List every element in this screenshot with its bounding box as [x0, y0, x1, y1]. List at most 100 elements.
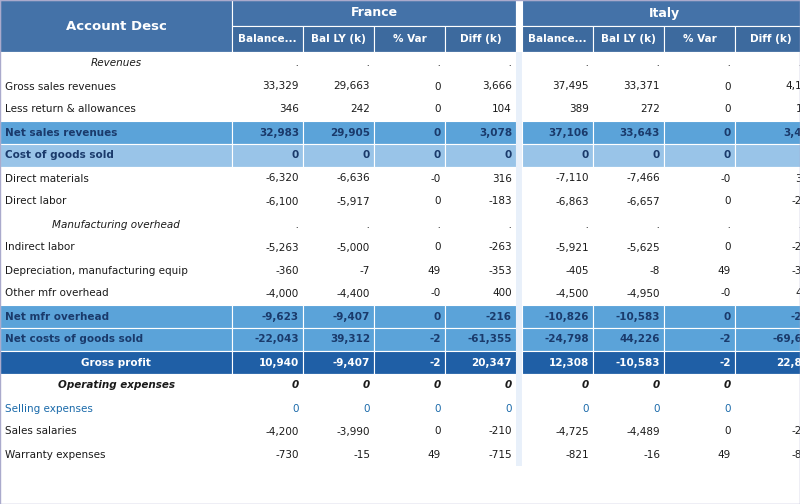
- Text: -4,725: -4,725: [555, 426, 589, 436]
- Bar: [522, 351, 593, 374]
- Text: -0: -0: [430, 173, 441, 183]
- Text: -4,000: -4,000: [266, 288, 299, 298]
- Bar: [303, 351, 374, 374]
- Bar: [593, 259, 664, 282]
- Text: .: .: [296, 220, 299, 229]
- Text: .: .: [438, 58, 441, 69]
- Bar: [522, 121, 593, 144]
- Bar: [232, 259, 303, 282]
- Bar: [232, 75, 303, 98]
- Text: 4,1: 4,1: [786, 82, 800, 92]
- Bar: [0, 259, 232, 282]
- Bar: [516, 420, 522, 443]
- Text: 22,8: 22,8: [776, 357, 800, 367]
- Text: Revenues: Revenues: [90, 58, 142, 69]
- Text: -730: -730: [275, 450, 299, 460]
- Bar: [303, 328, 374, 351]
- Bar: [445, 443, 516, 466]
- Text: .: .: [438, 220, 441, 229]
- Text: -263: -263: [488, 242, 512, 253]
- Text: 44,226: 44,226: [619, 335, 660, 345]
- Bar: [593, 75, 664, 98]
- Text: -0: -0: [721, 288, 731, 298]
- Bar: [516, 190, 522, 213]
- Text: 12,308: 12,308: [549, 357, 589, 367]
- Bar: [735, 236, 800, 259]
- Text: Italy: Italy: [649, 7, 679, 20]
- Text: 0: 0: [434, 242, 441, 253]
- Text: -10,583: -10,583: [615, 357, 660, 367]
- Text: Balance...: Balance...: [528, 34, 587, 44]
- Text: -22,043: -22,043: [254, 335, 299, 345]
- Text: -16: -16: [643, 450, 660, 460]
- Text: Other mfr overhead: Other mfr overhead: [5, 288, 109, 298]
- Text: 3: 3: [795, 173, 800, 183]
- Text: -5,917: -5,917: [336, 197, 370, 207]
- Bar: [516, 52, 522, 75]
- Text: -4,500: -4,500: [556, 288, 589, 298]
- Bar: [664, 52, 735, 75]
- Text: -5,625: -5,625: [626, 242, 660, 253]
- Text: .: .: [728, 58, 731, 69]
- Bar: [735, 305, 800, 328]
- Bar: [445, 397, 516, 420]
- Text: -7: -7: [360, 266, 370, 276]
- Bar: [735, 282, 800, 305]
- Bar: [516, 397, 522, 420]
- Bar: [0, 0, 232, 52]
- Text: 33,371: 33,371: [623, 82, 660, 92]
- Text: -8: -8: [792, 450, 800, 460]
- Text: Gross sales revenues: Gross sales revenues: [5, 82, 116, 92]
- Text: -5,921: -5,921: [555, 242, 589, 253]
- Text: -3: -3: [792, 266, 800, 276]
- Bar: [303, 98, 374, 121]
- Text: -69,6: -69,6: [772, 335, 800, 345]
- Text: Direct materials: Direct materials: [5, 173, 89, 183]
- Bar: [664, 282, 735, 305]
- Bar: [664, 167, 735, 190]
- Bar: [445, 26, 516, 52]
- Bar: [516, 305, 522, 328]
- Bar: [445, 259, 516, 282]
- Text: -183: -183: [488, 197, 512, 207]
- Bar: [0, 75, 232, 98]
- Text: -405: -405: [566, 266, 589, 276]
- Text: 33,643: 33,643: [620, 128, 660, 138]
- Text: Warranty expenses: Warranty expenses: [5, 450, 106, 460]
- Bar: [516, 328, 522, 351]
- Bar: [735, 259, 800, 282]
- Bar: [735, 75, 800, 98]
- Bar: [374, 190, 445, 213]
- Text: France: France: [350, 7, 398, 20]
- Text: 0: 0: [724, 311, 731, 322]
- Bar: [516, 75, 522, 98]
- Bar: [232, 98, 303, 121]
- Bar: [303, 52, 374, 75]
- Text: -3,990: -3,990: [337, 426, 370, 436]
- Bar: [445, 144, 516, 167]
- Text: 0: 0: [654, 404, 660, 413]
- Text: 37,106: 37,106: [549, 128, 589, 138]
- Text: -4,489: -4,489: [626, 426, 660, 436]
- Bar: [232, 443, 303, 466]
- Bar: [232, 397, 303, 420]
- Bar: [735, 443, 800, 466]
- Text: -715: -715: [488, 450, 512, 460]
- Bar: [303, 190, 374, 213]
- Bar: [445, 282, 516, 305]
- Bar: [593, 213, 664, 236]
- Text: 1: 1: [795, 104, 800, 114]
- Text: -6,100: -6,100: [266, 197, 299, 207]
- Text: 0: 0: [434, 426, 441, 436]
- Text: 0: 0: [362, 381, 370, 391]
- Bar: [0, 98, 232, 121]
- Bar: [516, 213, 522, 236]
- Bar: [522, 328, 593, 351]
- Text: 49: 49: [718, 450, 731, 460]
- Text: -2: -2: [792, 426, 800, 436]
- Bar: [593, 328, 664, 351]
- Bar: [664, 144, 735, 167]
- Text: Less return & allowances: Less return & allowances: [5, 104, 136, 114]
- Bar: [374, 52, 445, 75]
- Bar: [664, 26, 735, 52]
